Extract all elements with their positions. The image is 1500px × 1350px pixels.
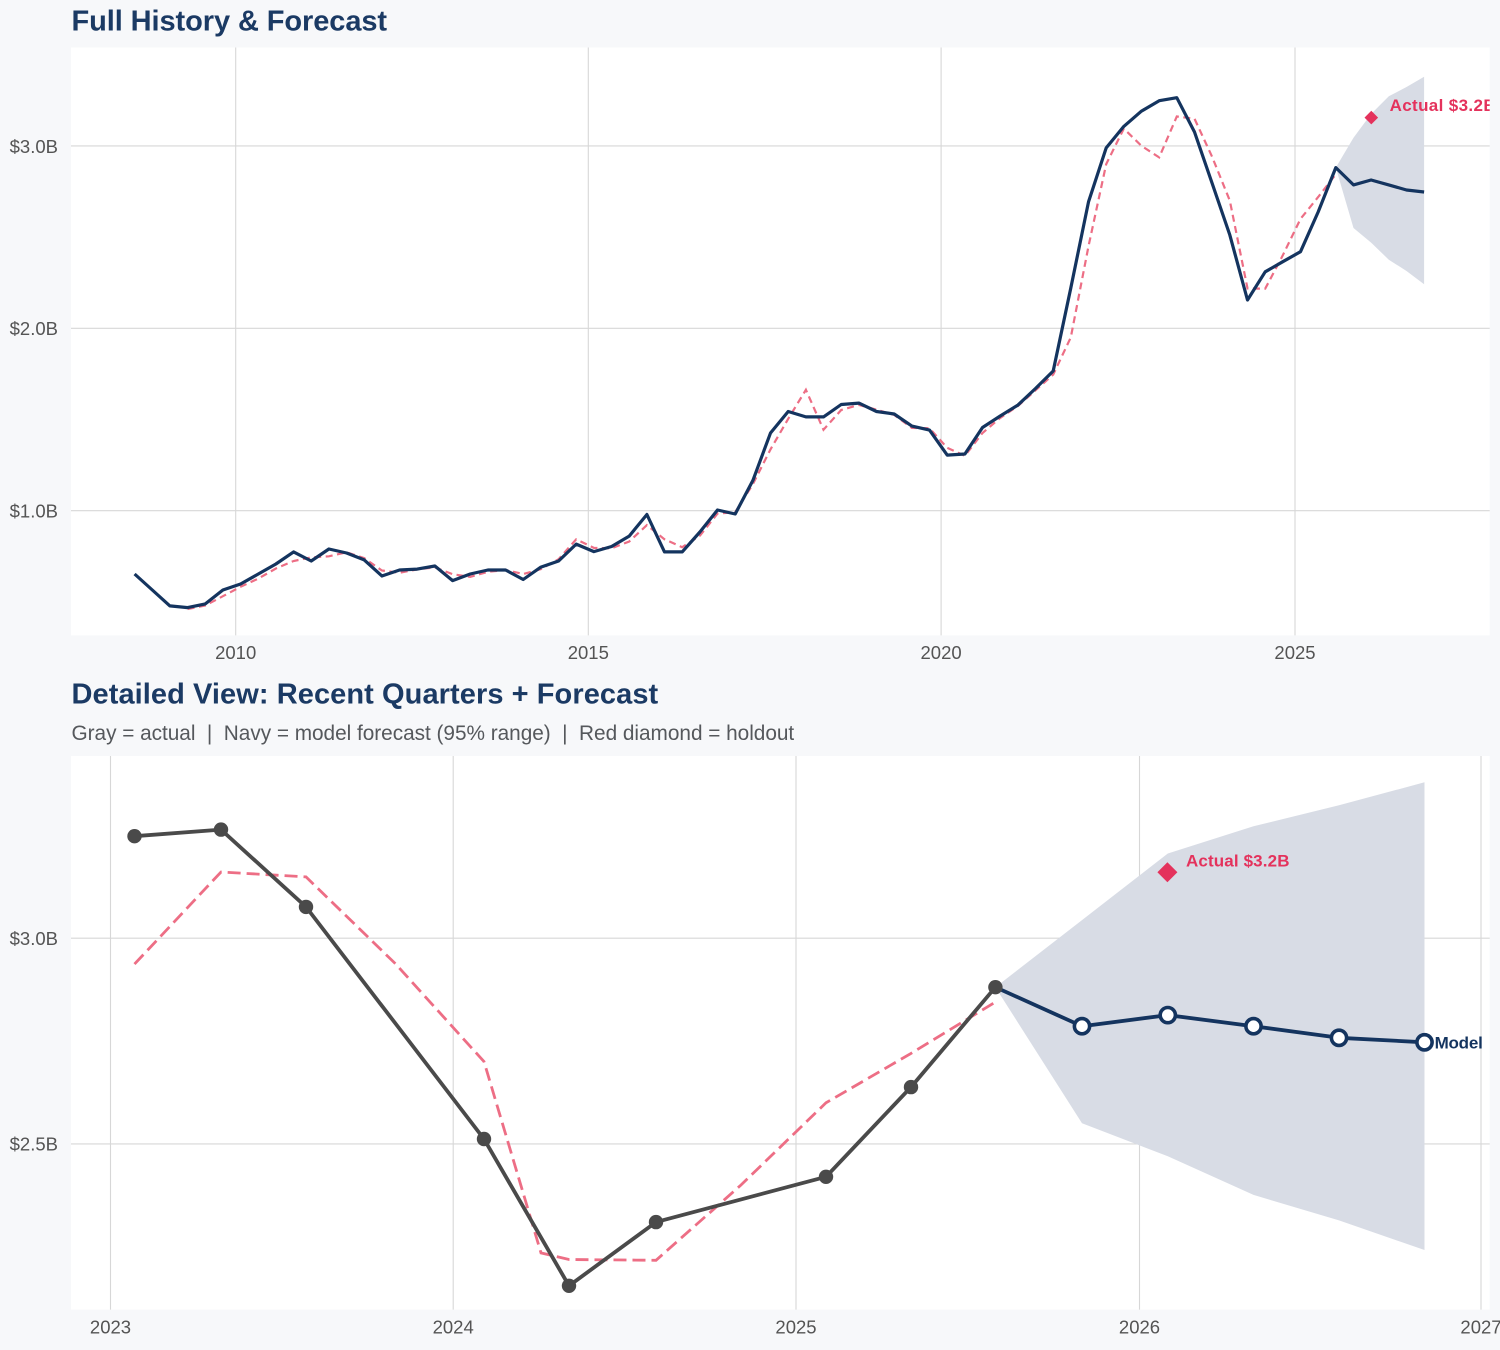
svg-text:$3.0B: $3.0B <box>10 928 58 949</box>
svg-text:2025: 2025 <box>1274 642 1315 663</box>
svg-text:2027: 2027 <box>1460 1317 1500 1338</box>
svg-text:Gray = actual | Navy = model: Gray = actual | Navy = model forecast (9… <box>72 722 795 745</box>
svg-text:Actual $3.2B: Actual $3.2B <box>1390 96 1496 115</box>
svg-text:2024: 2024 <box>433 1317 474 1338</box>
svg-text:2010: 2010 <box>215 642 256 663</box>
svg-text:Detailed View: Recent Quarters: Detailed View: Recent Quarters + Forecas… <box>72 678 659 710</box>
svg-text:2015: 2015 <box>568 642 609 663</box>
svg-text:$3.0B: $3.0B <box>10 136 58 157</box>
svg-text:Full History & Forecast: Full History & Forecast <box>72 6 388 38</box>
svg-text:2020: 2020 <box>921 642 962 663</box>
svg-text:Model: Model <box>1435 1033 1483 1052</box>
svg-text:2023: 2023 <box>90 1317 131 1338</box>
svg-text:2026: 2026 <box>1119 1317 1160 1338</box>
svg-text:2025: 2025 <box>775 1317 816 1338</box>
svg-text:Actual $3.2B: Actual $3.2B <box>1186 851 1290 870</box>
svg-text:$2.5B: $2.5B <box>10 1134 58 1155</box>
svg-text:$2.0B: $2.0B <box>10 318 58 339</box>
svg-text:$1.0B: $1.0B <box>10 501 58 522</box>
